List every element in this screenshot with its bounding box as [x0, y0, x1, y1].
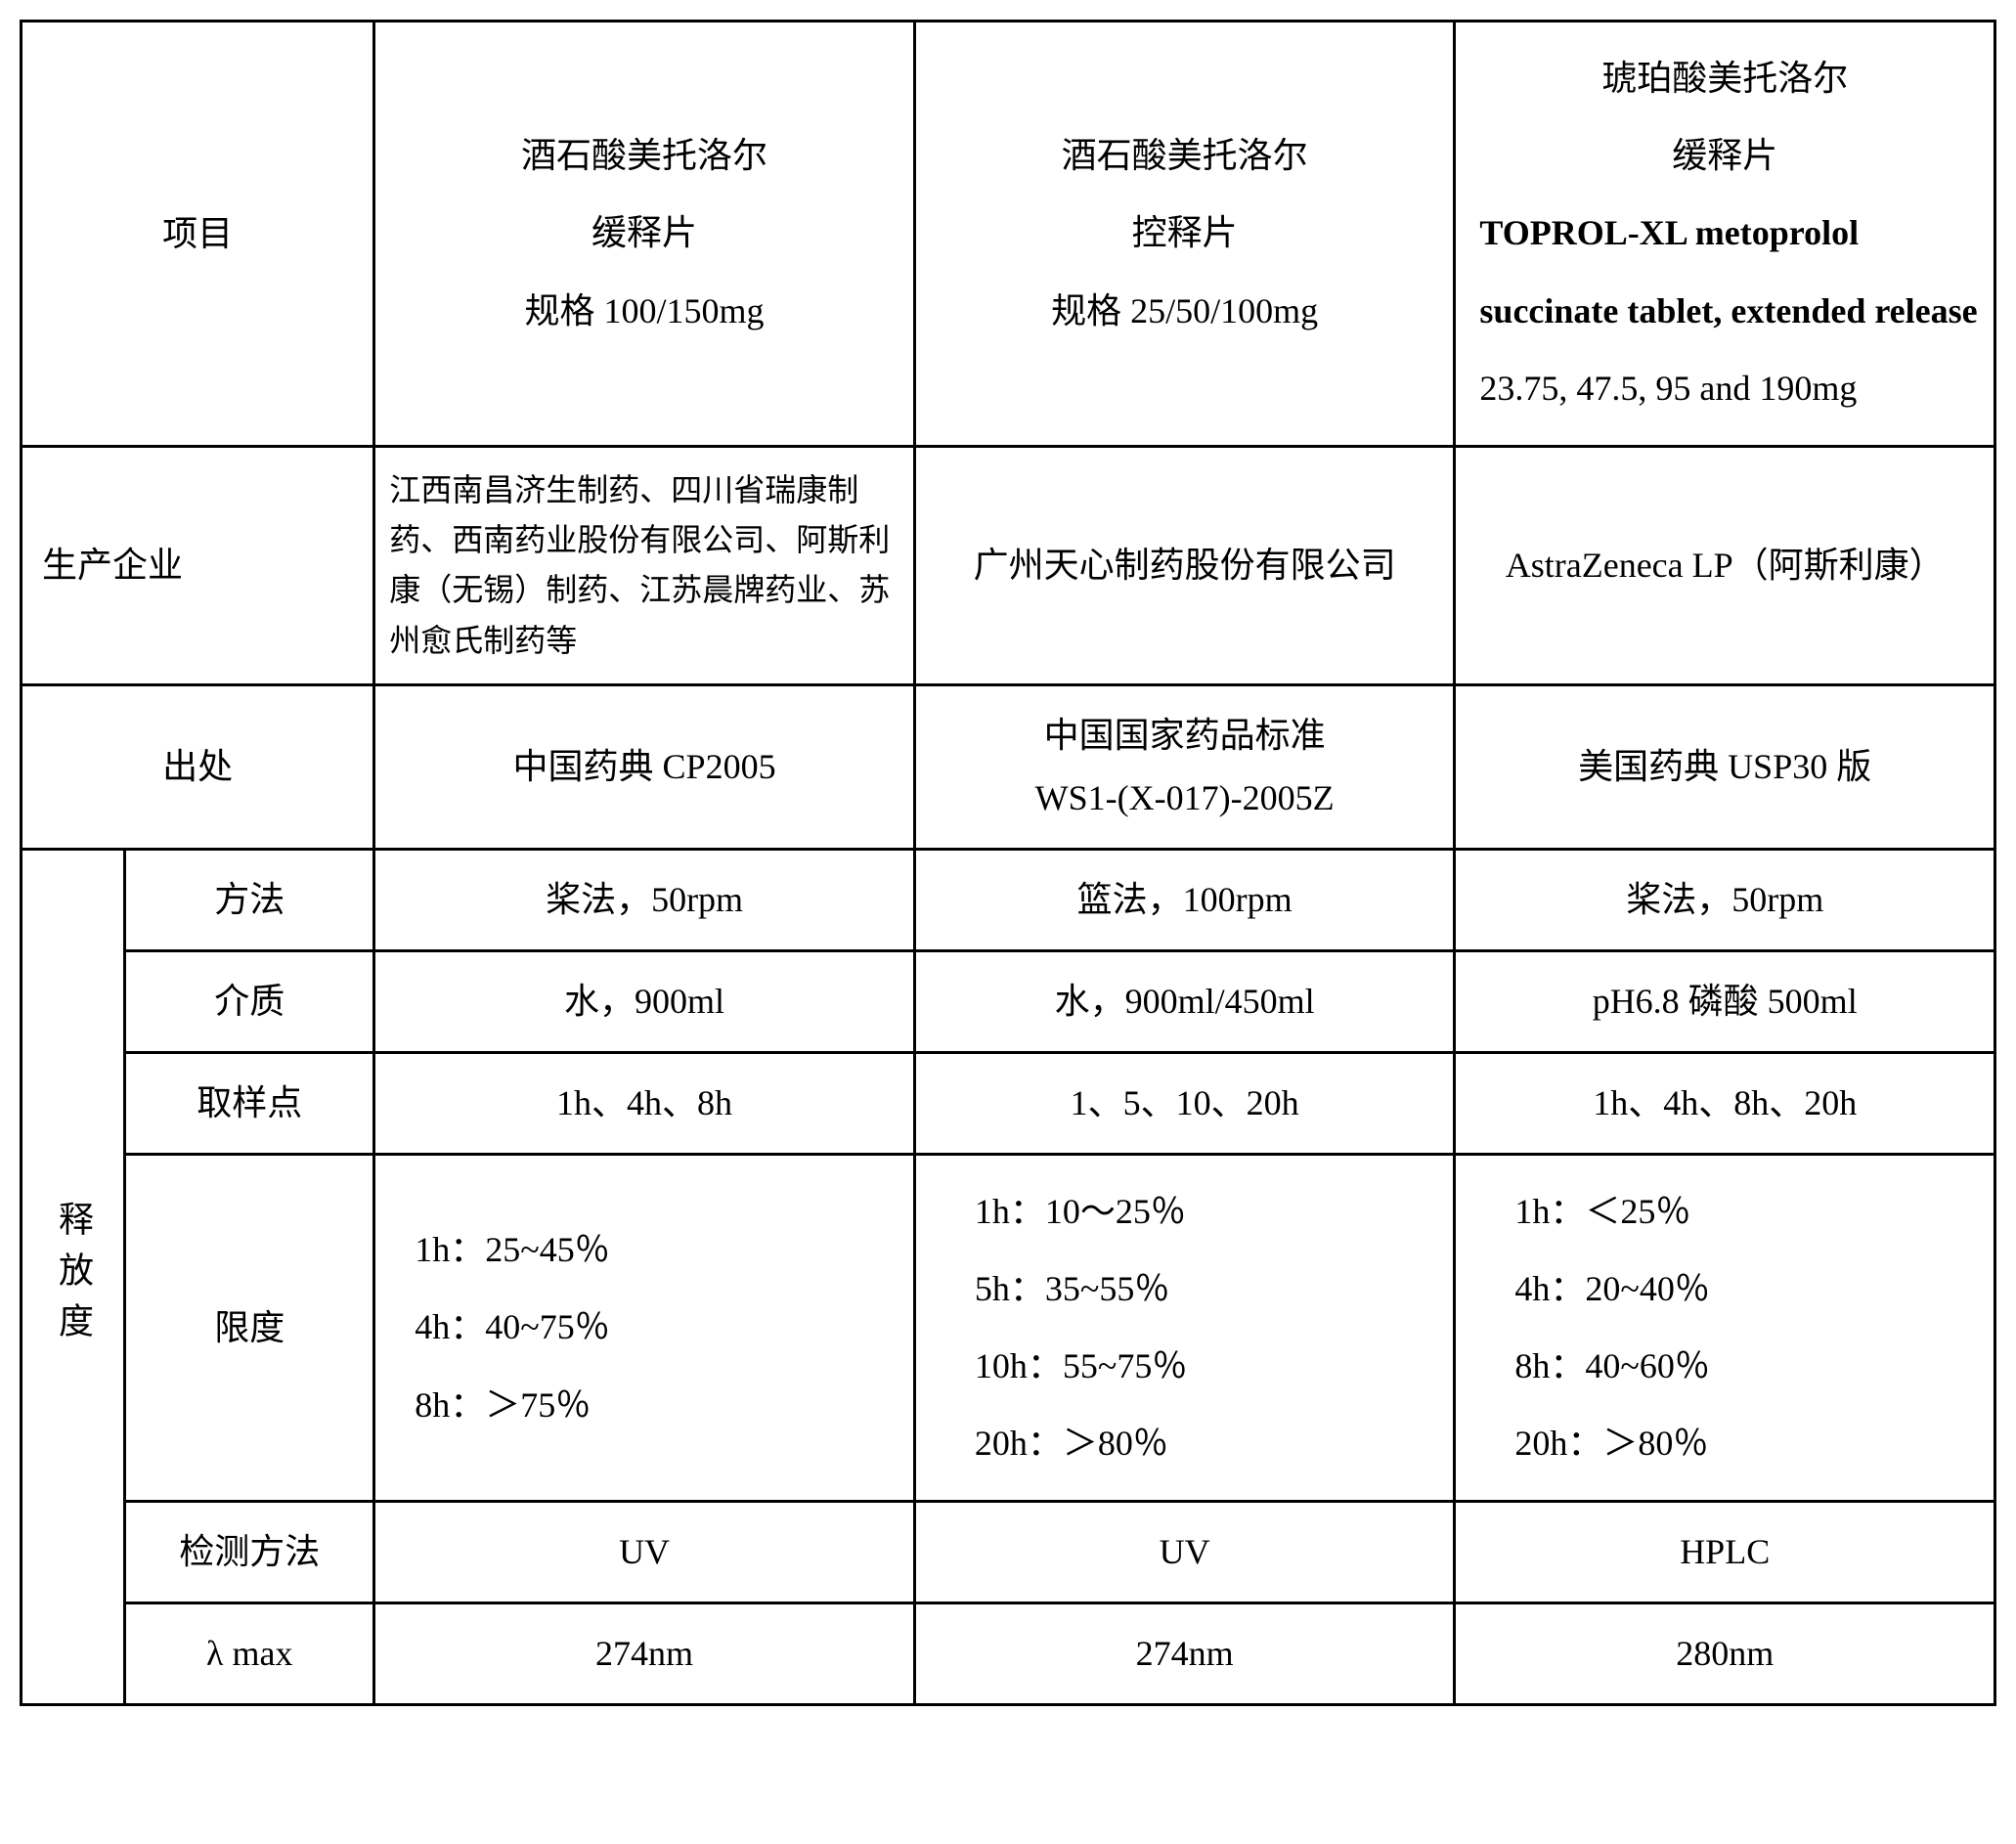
table-row: 取样点 1h、4h、8h 1、5、10、20h 1h、4h、8h、20h	[22, 1052, 1995, 1154]
manufacturer-col1: 江西南昌济生制药、四川省瑞康制药、西南药业股份有限公司、阿斯利康（无锡）制药、江…	[374, 446, 915, 684]
lambda-col2: 274nm	[914, 1603, 1455, 1705]
table-row: 限度 1h：25~45％ 4h：40~75％ 8h：＞75％ 1h：10～25％…	[22, 1154, 1995, 1502]
table-row: 介质 水，900ml 水，900ml/450ml pH6.8 磷酸 500ml	[22, 951, 1995, 1053]
col2-name: 酒石酸美托洛尔	[930, 117, 1440, 195]
limits-col2: 1h：10～25％ 5h：35~55％ 10h：55~75％ 20h：＞80％	[914, 1154, 1455, 1502]
col1-name: 酒石酸美托洛尔	[389, 117, 899, 195]
medium-col1: 水，900ml	[374, 951, 915, 1053]
col3-form: 缓释片	[1469, 117, 1980, 195]
medium-col3: pH6.8 磷酸 500ml	[1455, 951, 1995, 1053]
sampling-col1: 1h、4h、8h	[374, 1052, 915, 1154]
medium-col2: 水，900ml/450ml	[914, 951, 1455, 1053]
method-col2: 篮法，100rpm	[914, 850, 1455, 951]
sampling-col2: 1、5、10、20h	[914, 1052, 1455, 1154]
source-label: 出处	[22, 684, 374, 850]
col1-form: 缓释片	[389, 195, 899, 272]
table-row: 检测方法 UV UV HPLC	[22, 1502, 1995, 1603]
release-group-label: 释放度	[22, 850, 125, 1705]
table-row: 释放度 方法 桨法，50rpm 篮法，100rpm 桨法，50rpm	[22, 850, 1995, 951]
col3-name: 琥珀酸美托洛尔	[1469, 40, 1980, 117]
detection-col3: HPLC	[1455, 1502, 1995, 1603]
manufacturer-label: 生产企业	[22, 446, 374, 684]
detection-col2: UV	[914, 1502, 1455, 1603]
table-row: 项目 酒石酸美托洛尔 缓释片 规格 100/150mg 酒石酸美托洛尔 控释片 …	[22, 22, 1995, 447]
pharma-comparison-table: 项目 酒石酸美托洛尔 缓释片 规格 100/150mg 酒石酸美托洛尔 控释片 …	[20, 20, 1996, 1706]
col2-spec: 规格 25/50/100mg	[930, 273, 1440, 350]
limits-col1: 1h：25~45％ 4h：40~75％ 8h：＞75％	[374, 1154, 915, 1502]
table-row: 生产企业 江西南昌济生制药、四川省瑞康制药、西南药业股份有限公司、阿斯利康（无锡…	[22, 446, 1995, 684]
limits-label: 限度	[125, 1154, 374, 1502]
medium-label: 介质	[125, 951, 374, 1053]
header-item-text: 项目	[162, 214, 233, 253]
method-label: 方法	[125, 850, 374, 951]
header-col1: 酒石酸美托洛尔 缓释片 规格 100/150mg	[374, 22, 915, 447]
header-col2: 酒石酸美托洛尔 控释片 规格 25/50/100mg	[914, 22, 1455, 447]
detection-label: 检测方法	[125, 1502, 374, 1603]
col1-spec: 规格 100/150mg	[389, 273, 899, 350]
table-row: 出处 中国药典 CP2005 中国国家药品标准 WS1-(X-017)-2005…	[22, 684, 1995, 850]
manufacturer-col2: 广州天心制药股份有限公司	[914, 446, 1455, 684]
limits-col3: 1h：＜25％ 4h：20~40％ 8h：40~60％ 20h：＞80％	[1455, 1154, 1995, 1502]
method-col1: 桨法，50rpm	[374, 850, 915, 951]
header-col3: 琥珀酸美托洛尔 缓释片 TOPROL-XL metoprolol succina…	[1455, 22, 1995, 447]
lambda-label: λ max	[125, 1603, 374, 1705]
col3-english: TOPROL-XL metoprolol succinate tablet, e…	[1469, 195, 1980, 349]
sampling-col3: 1h、4h、8h、20h	[1455, 1052, 1995, 1154]
col2-form: 控释片	[930, 195, 1440, 272]
lambda-col1: 274nm	[374, 1603, 915, 1705]
source-col1: 中国药典 CP2005	[374, 684, 915, 850]
lambda-col3: 280nm	[1455, 1603, 1995, 1705]
source-col3: 美国药典 USP30 版	[1455, 684, 1995, 850]
header-item: 项目	[22, 22, 374, 447]
table-row: λ max 274nm 274nm 280nm	[22, 1603, 1995, 1705]
source-col2: 中国国家药品标准 WS1-(X-017)-2005Z	[914, 684, 1455, 850]
detection-col1: UV	[374, 1502, 915, 1603]
manufacturer-col3: AstraZeneca LP（阿斯利康）	[1455, 446, 1995, 684]
col3-spec: 23.75, 47.5, 95 and 190mg	[1469, 350, 1980, 427]
sampling-label: 取样点	[125, 1052, 374, 1154]
method-col3: 桨法，50rpm	[1455, 850, 1995, 951]
